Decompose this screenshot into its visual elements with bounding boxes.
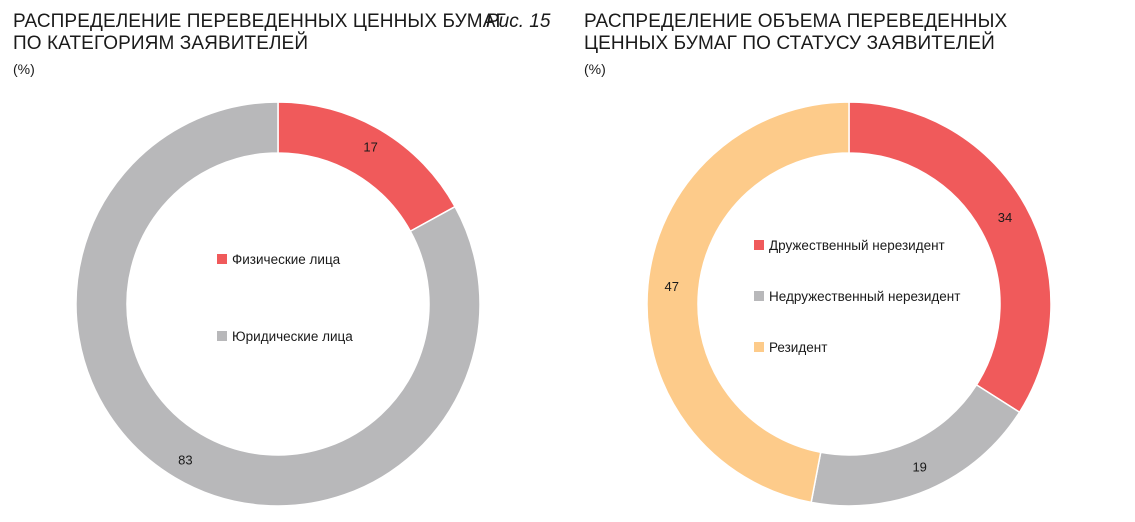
chart-1-legend-label-2: Юридические лица [232, 329, 353, 344]
chart-2-data-label-2: 19 [912, 459, 926, 474]
chart-2-title: РАСПРЕДЕЛЕНИЕ ОБЪЕМА ПЕРЕВЕДЕННЫХ ЦЕННЫХ… [584, 11, 1008, 54]
chart-1-data-label-2: 83 [178, 453, 192, 468]
chart-2-slice-3 [646, 101, 850, 504]
figure-label: Рис. 15 [486, 11, 551, 32]
chart-1-unit: (%) [13, 61, 35, 77]
chart-2-slice-1 [848, 101, 1052, 414]
chart-2-legend-swatch-2 [754, 291, 764, 301]
chart-2-slice-2 [810, 383, 1021, 507]
chart-1-slice-2 [75, 101, 481, 507]
chart-2-legend-label-3: Резидент [769, 340, 827, 355]
chart-2-legend-swatch-3 [754, 342, 764, 352]
chart-2-legend-label-1: Дружественный нерезидент [769, 238, 945, 253]
chart-2-legend-label-2: Недружественный нерезидент [769, 289, 960, 304]
chart-1-data-label-1: 17 [363, 139, 377, 154]
chart-1-legend-label-1: Физические лица [232, 252, 341, 267]
chart-1-legend-swatch-2 [217, 331, 227, 341]
chart-2-unit: (%) [584, 61, 606, 77]
chart-1-slice-1 [277, 101, 457, 233]
chart-1-legend-swatch-1 [217, 254, 227, 264]
chart-2-data-label-3: 47 [665, 279, 679, 294]
chart-2-data-label-1: 34 [998, 210, 1012, 225]
chart-2-legend-swatch-1 [754, 240, 764, 250]
chart-1-title: РАСПРЕДЕЛЕНИЕ ПЕРЕВЕДЕННЫХ ЦЕННЫХ БУМАГ … [13, 11, 506, 54]
